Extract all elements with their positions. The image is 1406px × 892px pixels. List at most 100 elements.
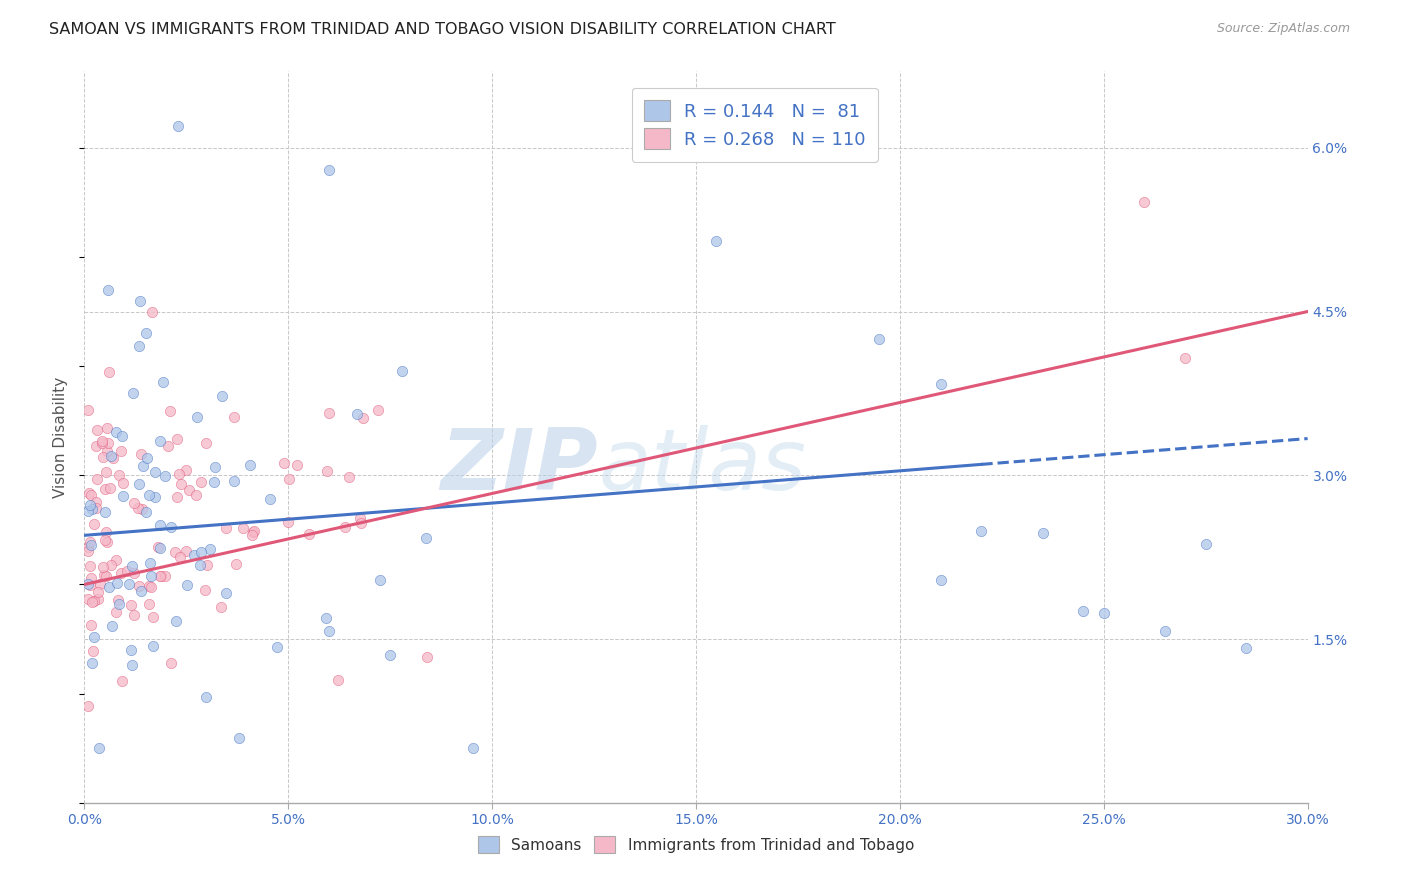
Point: [86, 495, 108, 509]
Point: [79, 570, 101, 584]
Point: [107, 593, 129, 607]
Point: [131, 502, 153, 516]
Point: [415, 531, 437, 545]
Point: [118, 577, 141, 591]
Point: [96, 569, 118, 583]
Point: [129, 584, 152, 599]
Point: [1154, 624, 1177, 639]
Point: [190, 544, 212, 558]
Point: [169, 550, 191, 565]
Point: [232, 520, 254, 534]
Point: [186, 409, 208, 424]
Point: [328, 673, 350, 687]
Point: [108, 598, 131, 612]
Point: [120, 598, 142, 612]
Point: [138, 556, 160, 570]
Point: [96, 420, 118, 434]
Point: [94, 483, 117, 497]
Point: [77, 544, 100, 558]
Point: [1032, 525, 1054, 540]
Point: [105, 552, 128, 566]
Point: [80, 502, 103, 516]
Text: atlas: atlas: [598, 425, 806, 508]
Point: [155, 468, 177, 483]
Point: [318, 162, 340, 177]
Point: [318, 406, 340, 420]
Point: [129, 293, 152, 308]
Point: [152, 375, 174, 389]
Point: [86, 424, 108, 438]
Point: [163, 545, 186, 559]
Point: [970, 524, 993, 539]
Point: [122, 385, 145, 400]
Point: [100, 449, 122, 463]
Point: [204, 460, 226, 475]
Point: [97, 580, 120, 594]
Text: Source: ZipAtlas.com: Source: ZipAtlas.com: [1216, 22, 1350, 36]
Point: [98, 481, 121, 495]
Point: [93, 567, 115, 582]
Point: [1236, 641, 1258, 656]
Point: [142, 639, 165, 653]
Point: [285, 458, 308, 472]
Point: [315, 611, 337, 625]
Point: [142, 609, 165, 624]
Point: [170, 476, 193, 491]
Point: [146, 540, 169, 554]
Point: [349, 511, 371, 525]
Point: [141, 305, 163, 319]
Point: [165, 614, 187, 628]
Point: [463, 741, 485, 756]
Point: [112, 476, 135, 491]
Point: [129, 447, 152, 461]
Point: [87, 741, 110, 756]
Legend: Samoans, Immigrants from Trinidad and Tobago: Samoans, Immigrants from Trinidad and To…: [470, 828, 922, 861]
Point: [132, 458, 155, 473]
Point: [79, 578, 101, 592]
Point: [243, 524, 266, 539]
Point: [225, 557, 247, 571]
Point: [80, 488, 103, 502]
Point: [415, 650, 437, 665]
Point: [167, 467, 190, 482]
Point: [209, 600, 232, 615]
Point: [96, 525, 118, 540]
Point: [87, 584, 110, 599]
Point: [111, 489, 134, 503]
Point: [97, 365, 120, 379]
Point: [298, 527, 321, 541]
Point: [122, 608, 145, 623]
Point: [84, 501, 107, 516]
Point: [97, 283, 120, 297]
Point: [222, 474, 245, 488]
Point: [108, 468, 131, 483]
Point: [149, 569, 172, 583]
Point: [316, 464, 339, 478]
Point: [104, 606, 127, 620]
Point: [89, 577, 111, 591]
Point: [318, 624, 340, 638]
Point: [80, 538, 103, 552]
Point: [135, 326, 157, 341]
Point: [91, 450, 114, 464]
Point: [80, 595, 103, 609]
Point: [86, 439, 108, 453]
Point: [77, 699, 100, 714]
Point: [138, 487, 160, 501]
Point: [159, 404, 181, 418]
Point: [1073, 604, 1095, 618]
Point: [177, 483, 200, 497]
Point: [167, 119, 190, 133]
Point: [91, 434, 114, 449]
Point: [135, 505, 157, 519]
Point: [121, 559, 143, 574]
Point: [215, 586, 238, 600]
Point: [1174, 351, 1197, 365]
Point: [277, 472, 299, 486]
Point: [1195, 537, 1218, 551]
Point: [86, 472, 108, 486]
Point: [352, 411, 374, 425]
Point: [138, 579, 160, 593]
Point: [115, 564, 138, 578]
Point: [80, 617, 103, 632]
